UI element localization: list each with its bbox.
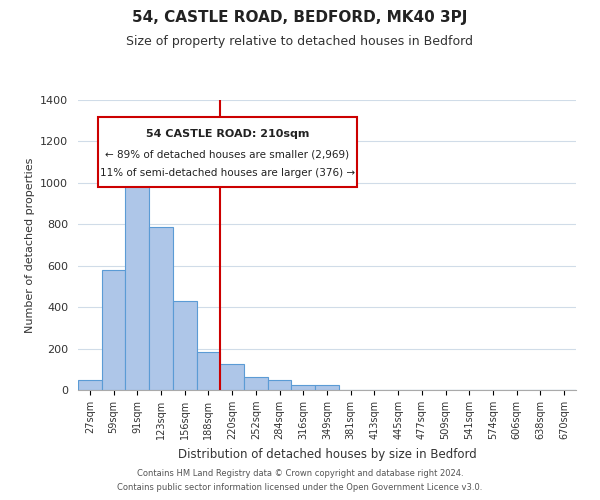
Bar: [292, 385, 315, 390]
Text: 54, CASTLE ROAD, BEDFORD, MK40 3PJ: 54, CASTLE ROAD, BEDFORD, MK40 3PJ: [133, 10, 467, 25]
Text: Size of property relative to detached houses in Bedford: Size of property relative to detached ho…: [127, 35, 473, 48]
Y-axis label: Number of detached properties: Number of detached properties: [25, 158, 35, 332]
Bar: [125, 174, 149, 390]
Text: 11% of semi-detached houses are larger (376) →: 11% of semi-detached houses are larger (…: [100, 168, 355, 178]
Text: Contains HM Land Registry data © Crown copyright and database right 2024.: Contains HM Land Registry data © Crown c…: [137, 468, 463, 477]
Text: ← 89% of detached houses are smaller (2,969): ← 89% of detached houses are smaller (2,…: [106, 150, 349, 160]
Bar: [315, 386, 339, 390]
Bar: [102, 270, 125, 390]
Bar: [197, 352, 220, 390]
Bar: [268, 380, 292, 390]
Text: 54 CASTLE ROAD: 210sqm: 54 CASTLE ROAD: 210sqm: [146, 129, 309, 139]
X-axis label: Distribution of detached houses by size in Bedford: Distribution of detached houses by size …: [178, 448, 476, 460]
Bar: [149, 228, 173, 390]
Bar: [78, 380, 102, 390]
Bar: [220, 364, 244, 390]
Bar: [244, 376, 268, 390]
Bar: [173, 301, 197, 390]
Text: Contains public sector information licensed under the Open Government Licence v3: Contains public sector information licen…: [118, 484, 482, 492]
FancyBboxPatch shape: [98, 118, 357, 187]
